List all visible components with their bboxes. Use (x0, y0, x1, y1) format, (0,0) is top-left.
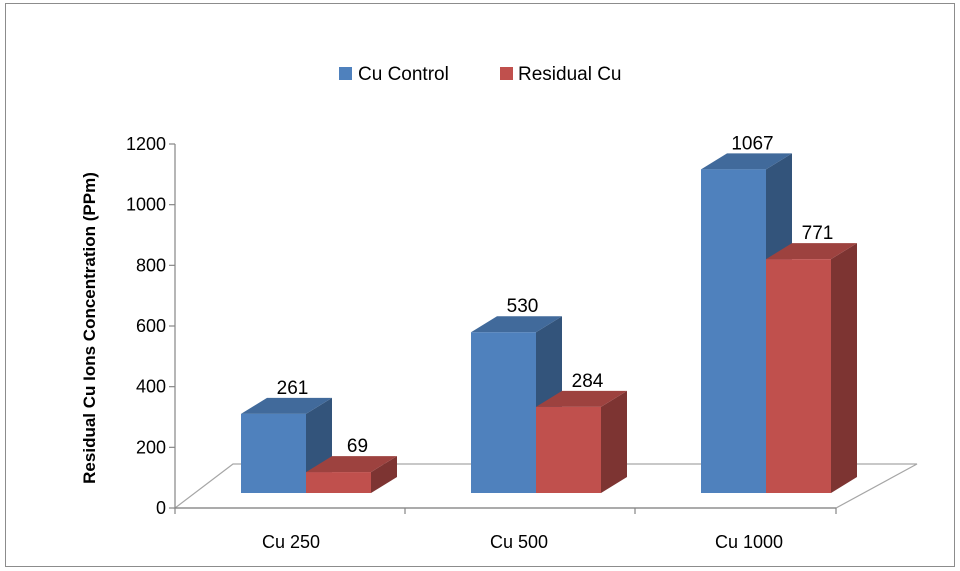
y-tick-label: 0 (156, 498, 166, 518)
bar-front-face (471, 332, 536, 493)
bar-top-face (536, 390, 627, 407)
legend-label-cu-control: Cu Control (358, 64, 449, 85)
legend-item-cu-control: Cu Control (339, 64, 449, 85)
y-tick-label: 800 (136, 255, 166, 275)
legend-label-residual-cu: Residual Cu (518, 64, 622, 85)
y-tick-label: 400 (136, 377, 166, 397)
y-tick-label: 1000 (126, 195, 166, 215)
data-label: 284 (572, 371, 604, 392)
x-category-label: Cu 500 (490, 532, 548, 552)
bar-front-face (766, 259, 831, 493)
bar-residual-cu-cu-250 (306, 456, 397, 493)
data-label: 771 (802, 223, 834, 244)
bar-front-face (701, 169, 766, 494)
data-label: 530 (507, 296, 539, 317)
legend-item-residual-cu: Residual Cu (500, 64, 622, 85)
data-label: 261 (277, 378, 309, 399)
bar-top-face (766, 243, 857, 260)
y-tick-label: 1200 (126, 134, 166, 154)
legend-swatch-residual-cu (500, 67, 513, 80)
bar-side-face (601, 390, 627, 493)
bar-top-face (306, 456, 397, 473)
bar-side-face (831, 243, 857, 493)
bar-top-face (701, 153, 792, 170)
bar-residual-cu-cu-1000 (766, 243, 857, 493)
legend-swatch-cu-control (339, 67, 352, 80)
x-category-label: Cu 1000 (715, 532, 783, 552)
y-axis-title: Residual Cu Ions Concentration (PPm) (80, 172, 99, 484)
bar-front-face (536, 406, 601, 493)
data-label: 1067 (731, 133, 773, 154)
data-label: 69 (347, 436, 368, 457)
bar-side-face (371, 456, 397, 493)
x-category-label: Cu 250 (262, 532, 320, 552)
bar-front-face (306, 472, 371, 493)
bar-top-face (241, 397, 332, 414)
bar-front-face (241, 413, 306, 493)
bar-top-face (471, 316, 562, 333)
bar-residual-cu-cu-500 (536, 390, 627, 493)
legend: Cu Control Residual Cu (339, 64, 622, 85)
y-tick-label: 200 (136, 437, 166, 457)
y-tick-label: 600 (136, 316, 166, 336)
